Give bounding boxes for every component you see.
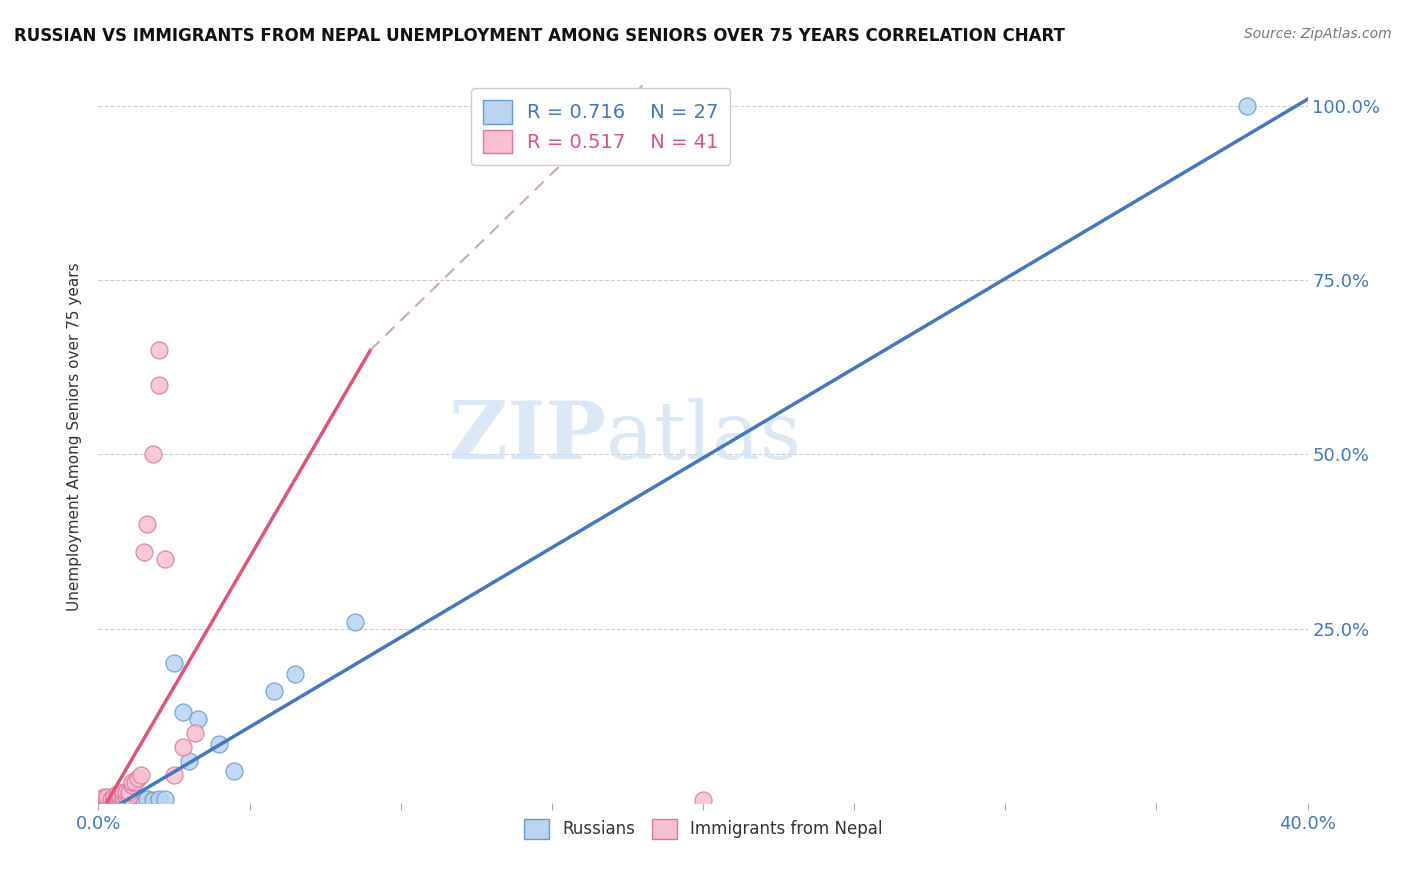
Point [103,789,125,803]
Point [172,740,194,755]
Point [163,657,186,671]
Point [124,791,146,805]
Point [118,792,141,806]
Point [93,794,115,808]
Point [111,792,134,806]
Text: Source: ZipAtlas.com: Source: ZipAtlas.com [1244,27,1392,41]
Point [127,772,149,786]
Point [114,789,136,803]
Point [142,793,165,807]
Point [96,792,118,806]
Point [208,737,231,751]
Legend: Russians, Immigrants from Nepal: Russians, Immigrants from Nepal [517,812,889,846]
Point [108,789,131,803]
Point [179,754,201,768]
Point [132,793,155,807]
Point [127,793,149,807]
Y-axis label: Unemployment Among Seniors over 75 years: Unemployment Among Seniors over 75 years [67,263,83,611]
Point [344,615,367,629]
Text: RUSSIAN VS IMMIGRANTS FROM NEPAL UNEMPLOYMENT AMONG SENIORS OVER 75 YEARS CORREL: RUSSIAN VS IMMIGRANTS FROM NEPAL UNEMPLO… [14,27,1064,45]
Point [105,794,128,808]
Point [1236,99,1258,113]
Point [111,792,134,806]
Point [90,794,112,808]
Point [114,785,136,799]
Point [111,785,134,799]
Point [93,794,115,808]
Point [135,792,157,806]
Point [692,793,714,807]
Point [105,790,128,805]
Point [114,794,136,808]
Text: ZIP: ZIP [450,398,606,476]
Point [96,793,118,807]
Point [148,343,170,357]
Point [93,790,115,805]
Point [100,792,122,806]
Point [118,789,141,803]
Point [100,794,122,808]
Point [93,792,115,806]
Point [121,793,143,807]
Point [121,778,143,792]
Point [111,789,134,803]
Point [103,792,125,806]
Point [184,726,207,740]
Point [96,790,118,805]
Point [100,794,122,808]
Point [124,775,146,789]
Point [153,552,176,566]
Point [105,792,128,806]
Point [263,684,285,698]
Point [103,790,125,805]
Point [142,448,165,462]
Point [172,705,194,719]
Point [129,768,152,782]
Point [187,712,209,726]
Point [132,545,155,559]
Point [135,517,157,532]
Point [103,792,125,806]
Point [108,793,131,807]
Point [118,785,141,799]
Point [105,788,128,802]
Point [96,794,118,808]
Point [118,789,141,803]
Point [224,764,246,779]
Point [163,768,186,782]
Point [108,792,131,806]
Point [284,667,307,681]
Text: atlas: atlas [606,398,801,476]
Point [148,792,170,806]
Point [90,792,112,806]
Point [103,794,125,808]
Point [153,792,176,806]
Point [121,775,143,789]
Point [148,377,170,392]
